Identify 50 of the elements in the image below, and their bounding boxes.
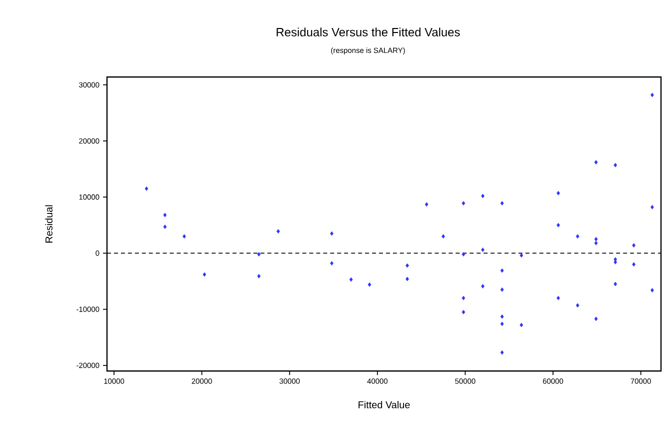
point bbox=[500, 350, 504, 355]
point bbox=[632, 243, 636, 248]
point bbox=[257, 252, 261, 256]
point bbox=[481, 284, 484, 288]
x-axis-title: Fitted Value bbox=[358, 400, 410, 408]
point bbox=[462, 310, 466, 314]
point bbox=[556, 296, 560, 300]
point bbox=[462, 252, 466, 256]
point bbox=[424, 202, 428, 207]
point bbox=[406, 276, 409, 282]
point bbox=[500, 268, 504, 273]
point bbox=[594, 240, 598, 246]
point bbox=[650, 92, 654, 98]
point bbox=[650, 204, 654, 210]
point bbox=[594, 160, 598, 164]
point bbox=[442, 234, 445, 239]
point bbox=[182, 234, 186, 239]
point bbox=[163, 212, 167, 218]
chart-title: Residuals Versus the Fitted Values bbox=[276, 28, 460, 36]
point bbox=[520, 322, 524, 328]
point bbox=[556, 222, 560, 228]
point bbox=[349, 277, 353, 282]
point bbox=[576, 303, 580, 308]
point bbox=[257, 274, 261, 278]
point bbox=[368, 282, 372, 287]
point bbox=[614, 162, 618, 168]
point bbox=[500, 322, 504, 326]
point bbox=[500, 314, 504, 319]
point bbox=[330, 261, 334, 266]
point bbox=[614, 282, 618, 286]
y-axis-title: Residual bbox=[45, 205, 52, 243]
point bbox=[500, 201, 504, 206]
point bbox=[594, 236, 598, 242]
point bbox=[650, 288, 654, 292]
point bbox=[576, 234, 580, 239]
point bbox=[632, 262, 636, 267]
point bbox=[594, 316, 598, 322]
point bbox=[330, 231, 334, 236]
point bbox=[462, 296, 466, 300]
point bbox=[481, 248, 484, 252]
point bbox=[556, 190, 560, 196]
point bbox=[500, 287, 504, 292]
point bbox=[406, 263, 409, 268]
point bbox=[202, 272, 206, 277]
point bbox=[144, 186, 148, 191]
point bbox=[481, 194, 484, 198]
point bbox=[520, 253, 524, 258]
point bbox=[276, 229, 280, 234]
point bbox=[462, 201, 466, 206]
point bbox=[163, 224, 167, 229]
